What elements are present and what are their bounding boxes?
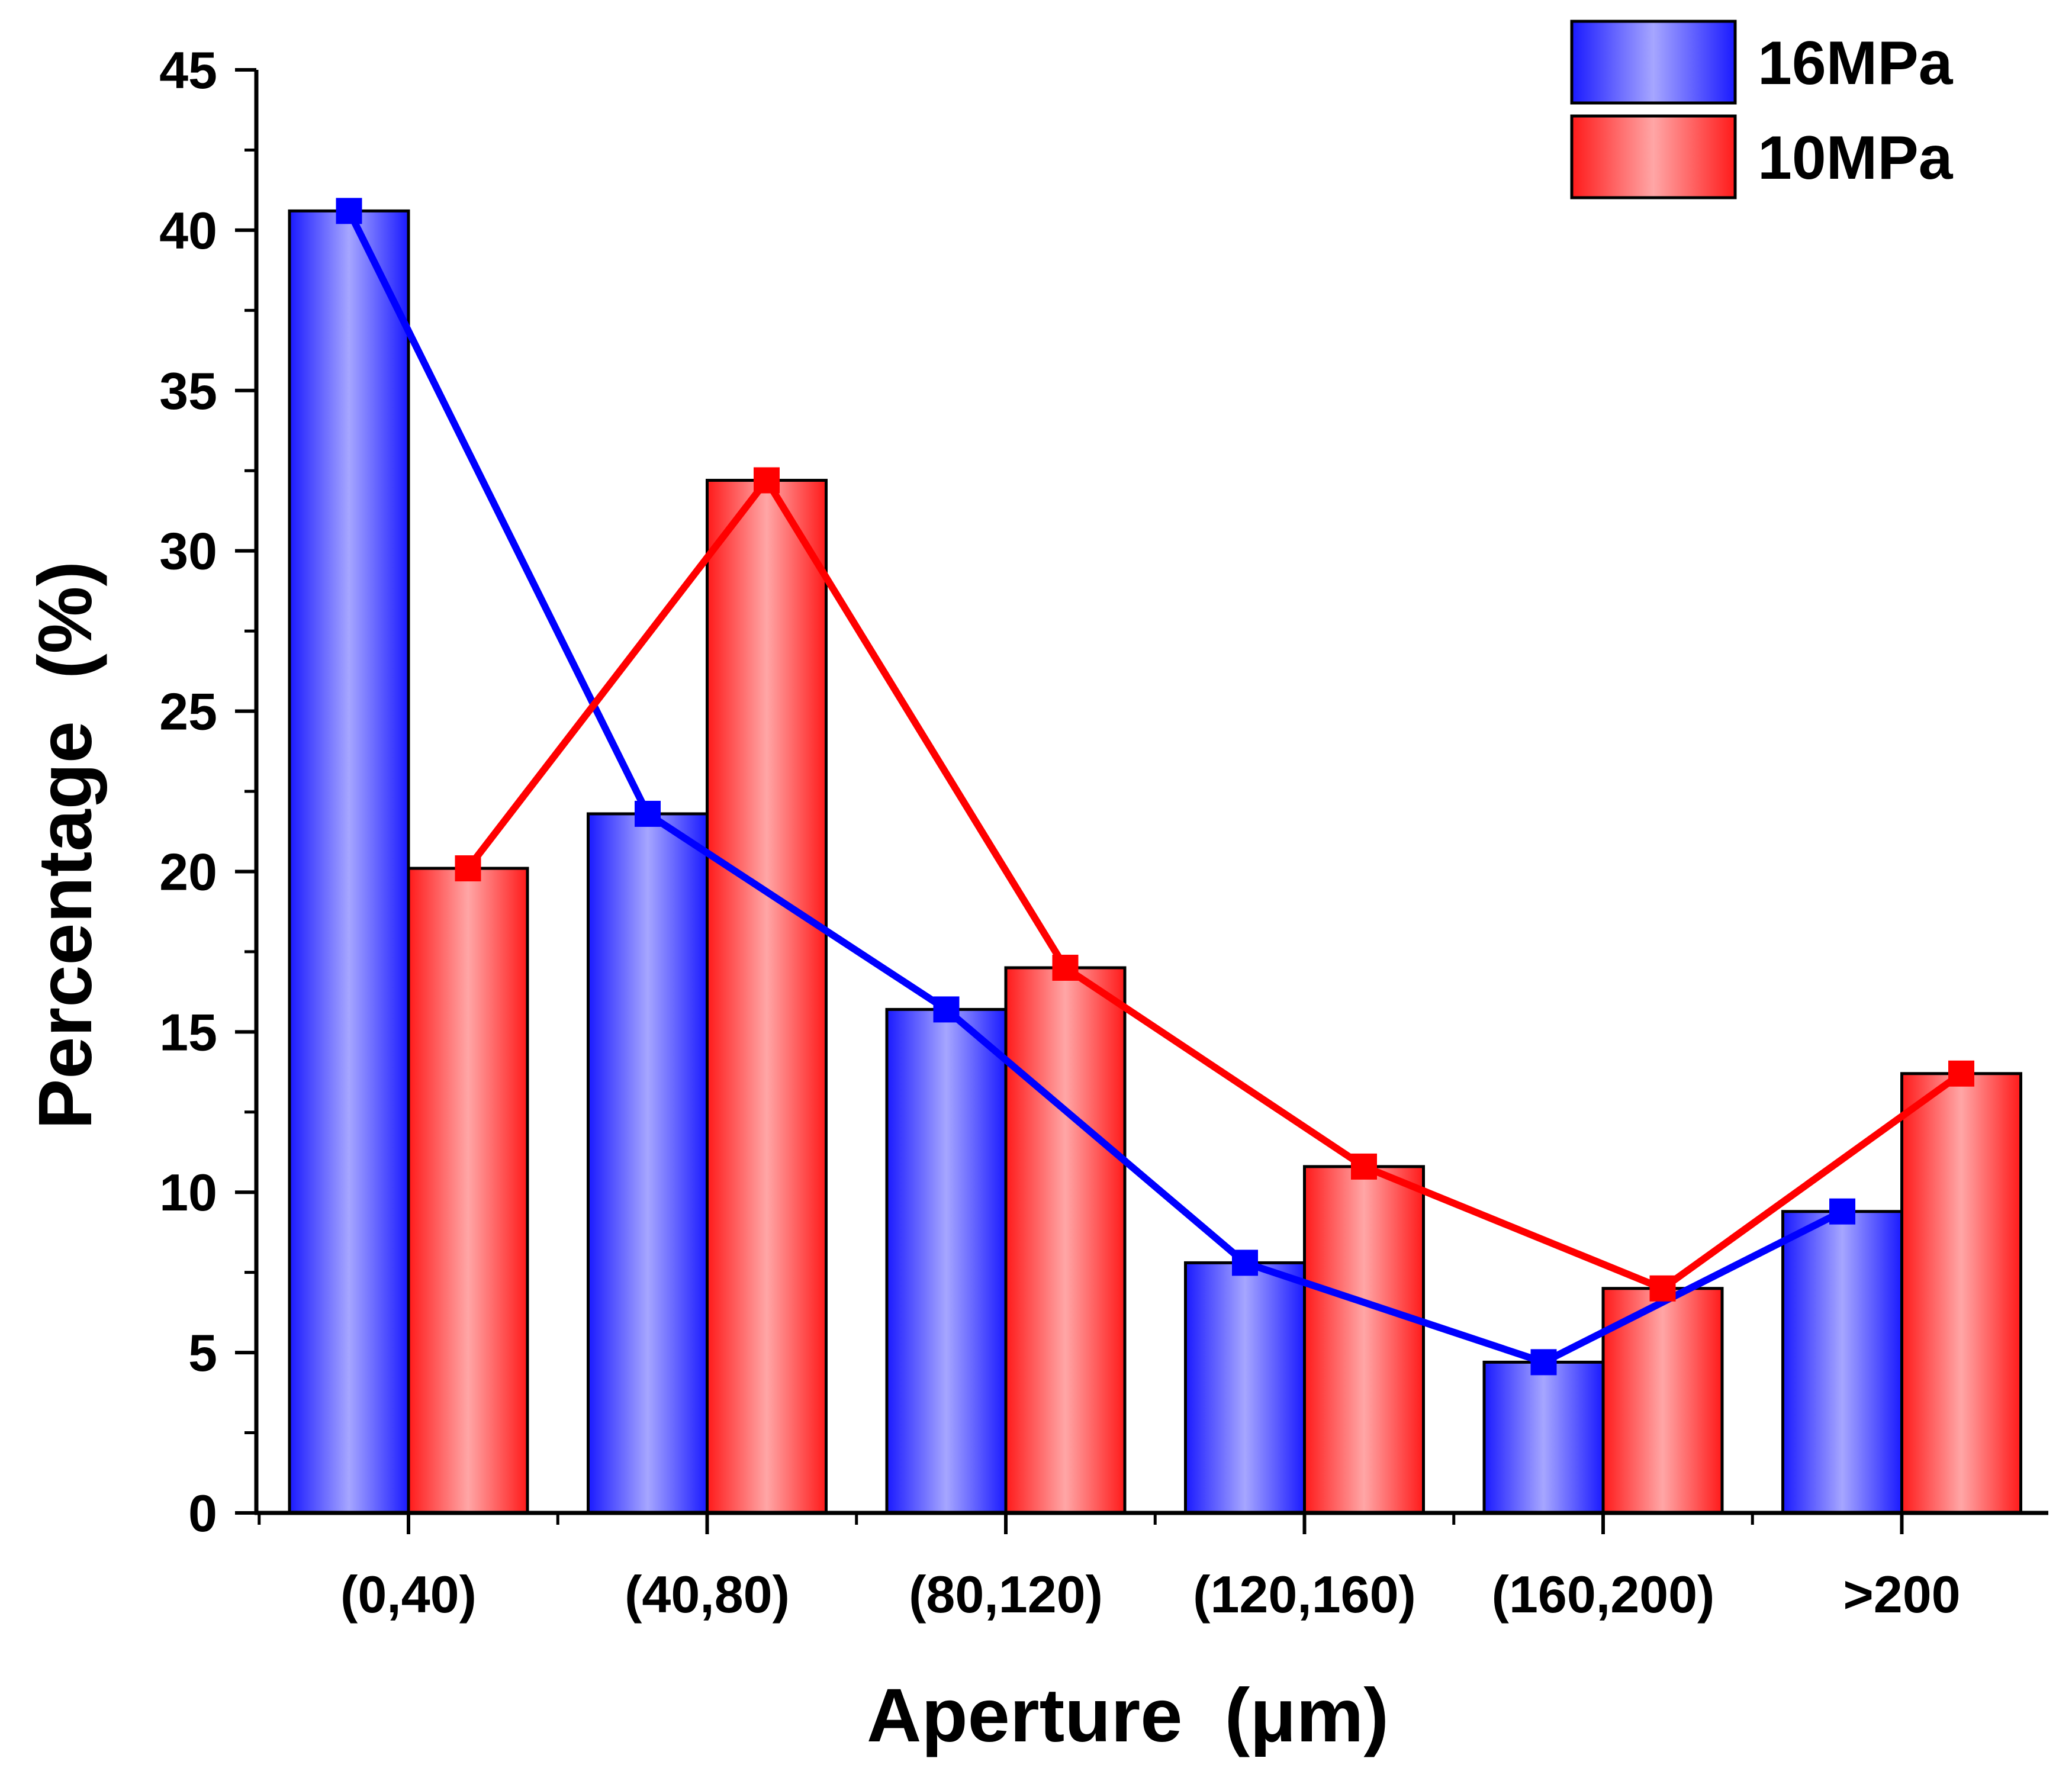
bar-16mpa-4 bbox=[1482, 1360, 1605, 1515]
marker-16mpa-5 bbox=[1829, 1198, 1855, 1225]
y-tick-label: 15 bbox=[159, 1003, 217, 1061]
marker-16mpa-3 bbox=[1232, 1250, 1258, 1276]
marker-16mpa-0 bbox=[336, 198, 362, 224]
bar-16mpa-1 bbox=[587, 812, 709, 1515]
marker-10mpa-4 bbox=[1649, 1275, 1676, 1302]
legend-swatch-16mpa bbox=[1570, 20, 1737, 105]
legend-swatch-10mpa bbox=[1570, 114, 1737, 199]
bar-10mpa-1 bbox=[706, 478, 828, 1515]
y-tick-label: 40 bbox=[159, 201, 217, 260]
marker-10mpa-1 bbox=[754, 467, 780, 494]
lines-layer bbox=[336, 198, 1974, 1376]
marker-10mpa-3 bbox=[1351, 1153, 1377, 1180]
x-tick-label: (120,160) bbox=[1193, 1565, 1416, 1624]
x-tick-label: (160,200) bbox=[1492, 1565, 1715, 1624]
marker-10mpa-0 bbox=[455, 855, 481, 882]
bar-10mpa-3 bbox=[1303, 1165, 1425, 1515]
y-tick-label: 25 bbox=[159, 682, 217, 741]
y-tick-label: 35 bbox=[159, 362, 217, 420]
x-tick-label: (0,40) bbox=[340, 1565, 477, 1624]
x-tick-label: >200 bbox=[1843, 1565, 1960, 1624]
bar-16mpa-3 bbox=[1184, 1261, 1306, 1515]
line-10mpa bbox=[465, 476, 1964, 1292]
y-tick-label: 30 bbox=[159, 522, 217, 581]
bar-10mpa-0 bbox=[407, 867, 529, 1515]
y-tick-label: 45 bbox=[159, 41, 217, 99]
legend-label-16mpa: 16MPa bbox=[1758, 29, 1954, 98]
legend-label-10mpa: 10MPa bbox=[1758, 124, 1954, 192]
y-tick-label: 20 bbox=[159, 842, 217, 901]
x-tick-label: (40,80) bbox=[625, 1565, 790, 1624]
x-axis-title: Aperture (μm) bbox=[867, 1673, 1389, 1758]
y-axis-title: Percentage (%) bbox=[23, 561, 108, 1129]
y-tick-label: 5 bbox=[188, 1323, 217, 1382]
bar-10mpa-5 bbox=[1900, 1072, 2022, 1515]
x-tick-label: (80,120) bbox=[909, 1565, 1103, 1624]
marker-16mpa-2 bbox=[933, 996, 960, 1023]
marker-16mpa-4 bbox=[1530, 1349, 1557, 1376]
y-tick-label: 0 bbox=[188, 1484, 217, 1543]
marker-10mpa-5 bbox=[1948, 1060, 1974, 1087]
line-16mpa bbox=[346, 209, 1844, 1366]
marker-10mpa-2 bbox=[1052, 954, 1079, 981]
axes-layer: 0 5 10 15 20 25 30 35 40 45 (0,40) (40,80) (80,120) (… bbox=[159, 41, 2048, 1624]
y-tick-label: 10 bbox=[159, 1163, 217, 1222]
bar-16mpa-5 bbox=[1781, 1210, 1903, 1515]
bar-16mpa-2 bbox=[885, 1007, 1008, 1515]
bar-16mpa-0 bbox=[288, 209, 410, 1515]
marker-16mpa-1 bbox=[635, 800, 661, 827]
bar-10mpa-2 bbox=[1004, 966, 1127, 1515]
bars-layer bbox=[288, 209, 2022, 1515]
legend: 16MPa 10MPa bbox=[1570, 20, 1954, 199]
